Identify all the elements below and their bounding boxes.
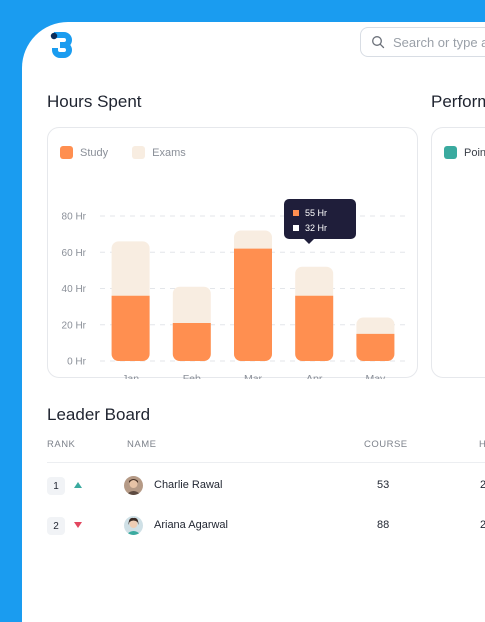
x-tick-label: Jan [122,373,139,379]
leader-hours: 2 [480,479,485,491]
chart-legend: Study Exams [60,146,210,159]
y-tick-label: 60 Hr [62,248,87,259]
y-tick-label: 40 Hr [62,284,87,295]
search-input[interactable] [391,33,485,51]
tooltip-row-study: 55 Hr [293,205,356,220]
bar-study-jan [111,295,150,361]
legend-label-points: Poin [464,146,485,159]
bar-study-apr [295,295,334,361]
trend-up-icon [74,482,82,488]
tooltip-value-exams: 32 Hr [305,222,328,233]
column-header-course[interactable]: COURSE [364,439,408,450]
leader-name: Charlie Rawal [154,479,223,491]
tooltip-swatch-exams [293,224,299,231]
search-bar[interactable] [360,27,485,57]
x-tick-label: Mar [244,373,263,379]
x-tick-label: Feb [183,373,201,379]
x-tick-label: May [365,373,386,379]
table-row[interactable]: 2 Ariana Agarwal 88 2 [47,513,485,539]
legend-label-exams: Exams [152,146,186,159]
rank-badge: 1 [47,477,65,495]
rank-badge: 2 [47,517,65,535]
tooltip-swatch-study [293,209,299,216]
hours-bar-chart: 80 Hr 60 Hr 40 Hr 20 Hr 0 Hr Jan Feb Mar Apr May [62,212,406,379]
app-window: Hours Spent Perform Study Exams 80 Hr 60 … [22,22,485,622]
leaderboard-title: Leader Board [47,405,151,424]
y-tick-label: 80 Hr [62,212,87,223]
table-row[interactable]: 1 Charlie Rawal 53 2 [47,473,485,499]
performance-card: Poin [431,127,485,378]
legend-swatch-points [444,146,457,159]
bar-study-may [356,333,395,361]
y-tick-label: 0 Hr [67,357,87,368]
tooltip-row-exams: 32 Hr [293,220,356,235]
leader-course: 53 [377,479,390,491]
search-icon [372,36,385,49]
x-tick-label: Apr [306,373,323,379]
trend-down-icon [74,522,82,528]
app-logo[interactable] [46,28,80,62]
avatar [124,516,143,535]
column-header-hours[interactable]: H [479,439,485,450]
column-header-rank[interactable]: RANK [47,439,76,450]
legend-swatch-exams [132,146,146,159]
tooltip-value-study: 55 Hr [305,207,328,218]
bar-study-feb [172,322,211,361]
leader-name: Ariana Agarwal [154,519,228,531]
avatar [124,476,143,495]
bar-study-mar [234,248,272,361]
hours-spent-title: Hours Spent [47,92,142,111]
performance-legend[interactable]: Poin [444,146,485,159]
y-tick-label: 20 Hr [62,320,87,331]
leader-course: 88 [377,519,390,531]
legend-swatch-study [60,146,73,159]
column-header-name[interactable]: NAME [127,439,157,450]
leader-hours: 2 [480,519,485,531]
chart-tooltip: 55 Hr 32 Hr [284,199,356,244]
legend-item-study[interactable]: Study [60,146,108,159]
legend-label-study: Study [80,146,109,159]
hours-spent-chart-card: Study Exams 80 Hr 60 Hr 40 Hr 20 Hr 0 Hr Jan F… [47,127,418,379]
performance-title: Perform [431,92,485,111]
leaderboard-divider [47,462,485,463]
legend-item-exams[interactable]: Exams [132,146,186,159]
